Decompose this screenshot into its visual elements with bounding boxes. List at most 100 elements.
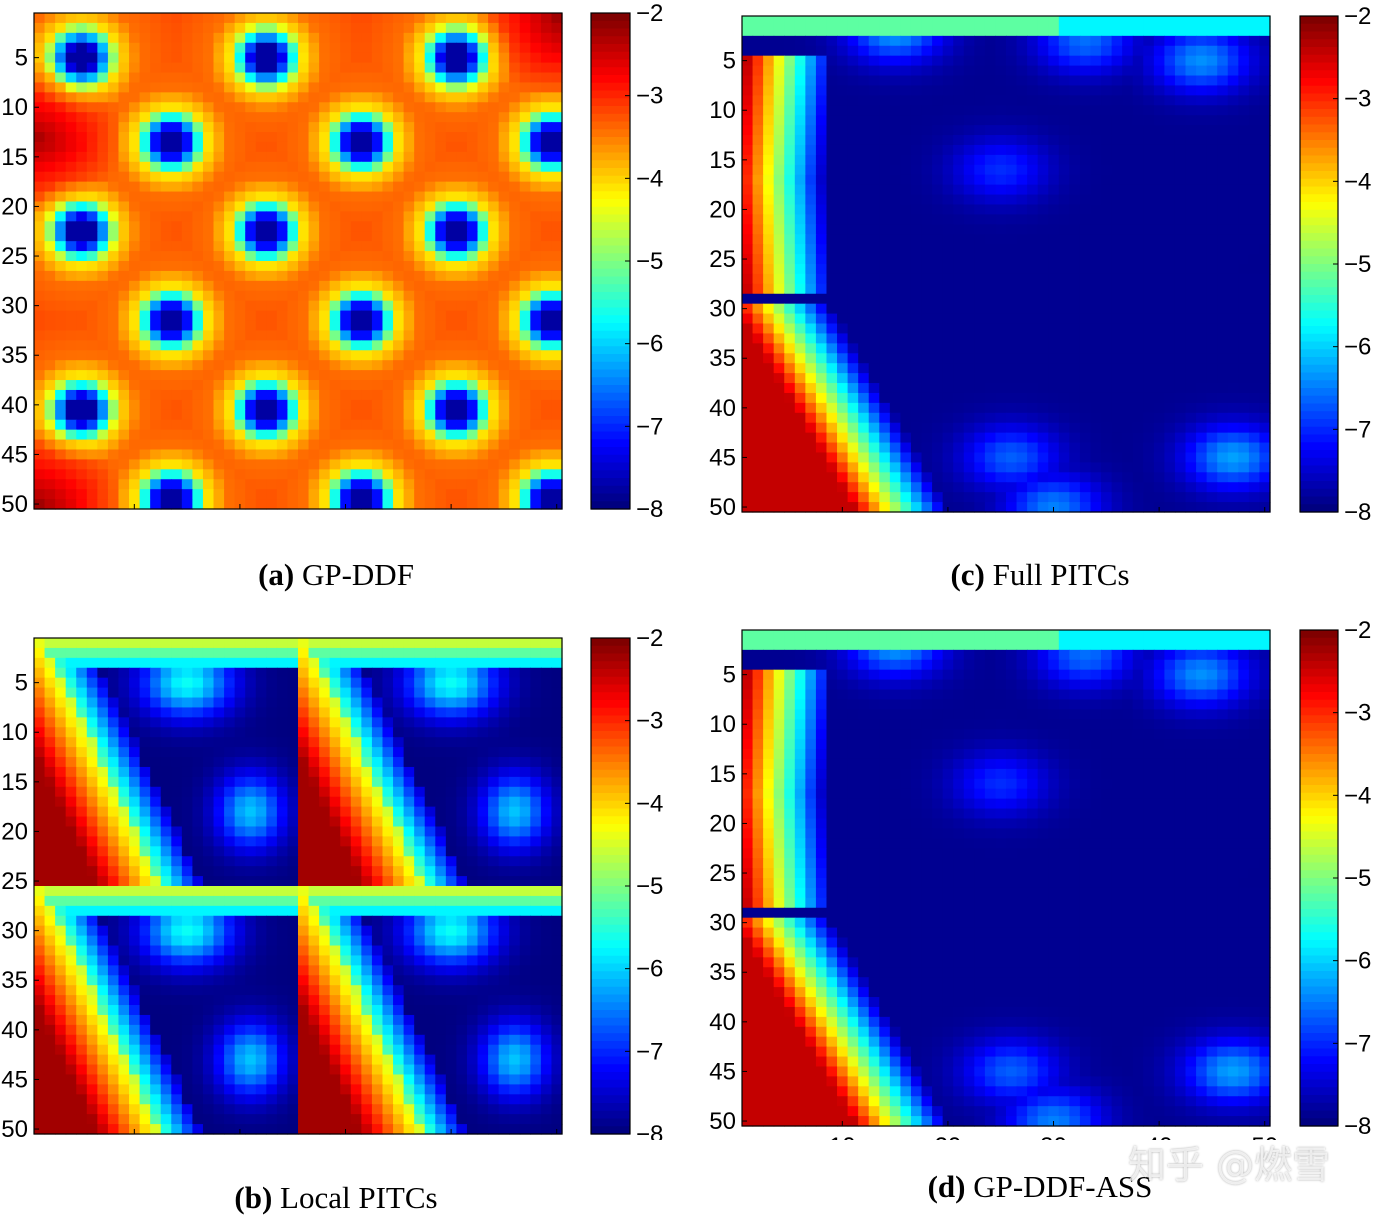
heatmap-cell	[424, 380, 436, 391]
heatmap-cell	[86, 241, 98, 252]
heatmap-cell	[1037, 115, 1049, 126]
heatmap-cell	[424, 300, 436, 312]
heatmap-cell	[1196, 264, 1208, 275]
heatmap-cell	[1185, 75, 1197, 87]
heatmap-cell	[171, 181, 183, 193]
heatmap-cell	[763, 204, 775, 215]
heatmap-cell	[1058, 462, 1070, 473]
heatmap-cell	[995, 482, 1007, 493]
heatmap-cell	[456, 469, 468, 480]
heatmap-cell	[763, 442, 775, 454]
heatmap-cell	[530, 241, 542, 252]
heatmap-cell	[1174, 422, 1187, 434]
heatmap-cell	[953, 472, 965, 483]
heatmap-cell	[889, 482, 901, 493]
heatmap-cell	[921, 452, 933, 463]
heatmap-cell	[118, 389, 130, 401]
heatmap-cell	[435, 459, 447, 470]
heatmap-cell	[424, 409, 436, 421]
heatmap-cell	[266, 171, 278, 183]
heatmap-cell	[139, 102, 151, 113]
heatmap-cell	[1143, 343, 1155, 354]
heatmap-cell	[1196, 135, 1208, 146]
heatmap-cell	[1206, 363, 1218, 374]
heatmap-cell	[1185, 95, 1197, 106]
heatmap-cell	[202, 171, 215, 183]
heatmap-cell	[784, 283, 796, 295]
heatmap-cell	[942, 154, 954, 166]
heatmap-cell	[837, 174, 849, 186]
heatmap-cell	[879, 45, 891, 57]
heatmap-cell	[984, 214, 997, 225]
heatmap-cell	[266, 241, 278, 252]
heatmap-cell	[1227, 363, 1239, 374]
heatmap-cell	[1164, 35, 1176, 47]
heatmap-cell	[445, 280, 457, 292]
heatmap-cell	[1238, 373, 1250, 384]
heatmap-cell	[921, 164, 933, 176]
heatmap-cell	[382, 340, 394, 351]
heatmap-cell	[805, 144, 817, 156]
heatmap-cell	[837, 135, 849, 146]
heatmap-cell	[107, 141, 120, 153]
heatmap-cell	[784, 85, 796, 96]
heatmap-cell	[298, 52, 310, 64]
heatmap-cell	[319, 389, 331, 401]
heatmap-cell	[1143, 422, 1155, 434]
heatmap-cell	[889, 383, 901, 394]
heatmap-cell	[435, 469, 447, 480]
heatmap-cell	[1227, 254, 1239, 265]
heatmap-cell	[350, 102, 362, 113]
heatmap-cell	[1174, 25, 1187, 37]
heatmap-cell	[97, 171, 109, 183]
heatmap-cell	[1037, 482, 1049, 493]
heatmap-cell	[1006, 135, 1018, 146]
heatmap-cell	[1259, 472, 1271, 483]
heatmap-cell	[1111, 164, 1123, 176]
heatmap-cell	[1248, 154, 1261, 166]
heatmap-cell	[868, 254, 880, 265]
heatmap-cell	[530, 449, 542, 460]
heatmap-cell	[488, 499, 500, 510]
heatmap-cell	[1058, 85, 1070, 96]
heatmap-cell	[984, 402, 997, 414]
heatmap-cell	[213, 261, 225, 272]
heatmap-cell	[1006, 75, 1018, 87]
heatmap-cell	[995, 35, 1007, 47]
heatmap-cell	[826, 363, 838, 374]
heatmap-cell	[932, 75, 944, 87]
heatmap-cell	[1227, 35, 1239, 47]
heatmap-cell	[921, 85, 933, 96]
heatmap-cell	[329, 52, 341, 64]
heatmap-cell	[1058, 323, 1070, 335]
heatmap-cell	[266, 330, 278, 341]
heatmap-cell	[403, 290, 415, 302]
heatmap-cell	[361, 211, 373, 222]
heatmap-cell	[921, 462, 933, 473]
heatmap-cell	[1006, 125, 1018, 136]
heatmap-cell	[1227, 115, 1239, 126]
heatmap-cell	[445, 350, 457, 361]
heatmap-cell	[805, 154, 817, 166]
heatmap-cell	[1164, 214, 1176, 225]
heatmap-cell	[1164, 392, 1176, 404]
heatmap-cell	[889, 16, 901, 27]
heatmap-cell	[1122, 194, 1134, 206]
heatmap-cell	[763, 75, 775, 87]
heatmap-cell	[466, 52, 479, 64]
heatmap-cell	[858, 164, 870, 176]
heatmap-cell	[540, 489, 553, 500]
colorbar-segment	[591, 199, 630, 208]
colorbar-segment	[591, 20, 630, 30]
heatmap-cell	[139, 42, 151, 54]
heatmap-cell	[382, 92, 394, 103]
heatmap-cell	[445, 459, 457, 470]
heatmap-cell	[1037, 154, 1049, 166]
heatmap-cell	[963, 75, 975, 87]
heatmap-cell	[1164, 472, 1176, 483]
heatmap-cell	[984, 174, 997, 186]
heatmap-cell	[287, 241, 299, 252]
heatmap-cell	[160, 290, 172, 302]
heatmap-cell	[900, 184, 912, 196]
heatmap-cell	[1153, 154, 1165, 166]
